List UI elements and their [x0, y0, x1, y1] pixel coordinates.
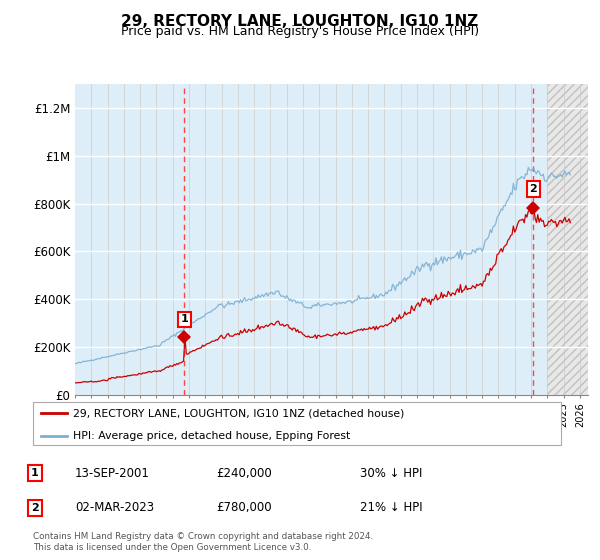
Bar	[547, 84, 588, 395]
Text: 30% ↓ HPI: 30% ↓ HPI	[360, 466, 422, 480]
Text: HPI: Average price, detached house, Epping Forest: HPI: Average price, detached house, Eppi…	[73, 431, 350, 441]
Text: Price paid vs. HM Land Registry's House Price Index (HPI): Price paid vs. HM Land Registry's House …	[121, 25, 479, 38]
Text: Contains HM Land Registry data © Crown copyright and database right 2024.
This d: Contains HM Land Registry data © Crown c…	[33, 532, 373, 552]
Text: 1: 1	[181, 315, 188, 324]
Text: 13-SEP-2001: 13-SEP-2001	[75, 466, 150, 480]
Text: £240,000: £240,000	[216, 466, 272, 480]
Bar	[547, 84, 588, 395]
Text: 1: 1	[31, 468, 38, 478]
Bar	[75, 84, 547, 395]
Text: £780,000: £780,000	[216, 501, 272, 515]
Text: 02-MAR-2023: 02-MAR-2023	[75, 501, 154, 515]
Text: 21% ↓ HPI: 21% ↓ HPI	[360, 501, 422, 515]
Text: 29, RECTORY LANE, LOUGHTON, IG10 1NZ: 29, RECTORY LANE, LOUGHTON, IG10 1NZ	[121, 14, 479, 29]
Text: 2: 2	[530, 184, 538, 194]
Text: 2: 2	[31, 503, 38, 513]
Text: 29, RECTORY LANE, LOUGHTON, IG10 1NZ (detached house): 29, RECTORY LANE, LOUGHTON, IG10 1NZ (de…	[73, 409, 404, 419]
